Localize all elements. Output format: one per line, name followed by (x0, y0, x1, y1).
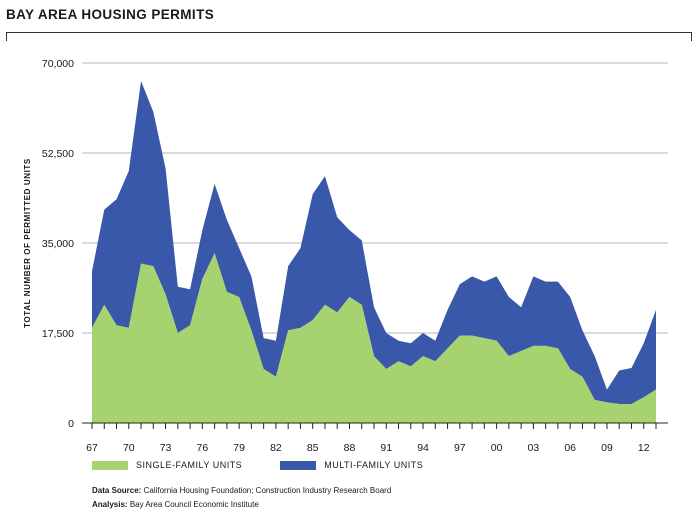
x-tick-label-7: 88 (344, 442, 356, 454)
title-rule-right-tick (691, 32, 692, 41)
x-tick-label-0: 67 (86, 442, 98, 454)
x-tick-label-4: 79 (233, 442, 245, 454)
x-tick-label-6: 85 (307, 442, 319, 454)
legend-item-single-family: SINGLE-FAMILY UNITS (92, 460, 242, 470)
x-tick-label-8: 91 (380, 442, 392, 454)
chart-title: BAY AREA HOUSING PERMITS (6, 7, 215, 22)
area-multi-family (92, 81, 656, 404)
analysis-note: Analysis: Bay Area Council Economic Inst… (92, 498, 391, 512)
legend: SINGLE-FAMILY UNITS MULTI-FAMILY UNITS (92, 460, 461, 470)
title-rule-left-tick (6, 32, 7, 41)
plot-areas (92, 81, 656, 423)
x-tick-labels: 67 70 73 76 79 82 85 88 91 94 97 00 03 06 09 12 (86, 442, 650, 454)
data-source-label: Data Source: (92, 486, 142, 495)
x-tick-label-14: 09 (601, 442, 613, 454)
legend-swatch-single-family (92, 460, 128, 470)
title-rule (6, 32, 692, 33)
x-tick-label-12: 03 (528, 442, 540, 454)
data-source-note: Data Source: California Housing Foundati… (92, 484, 391, 498)
x-tick-label-11: 00 (491, 442, 503, 454)
data-source-text: California Housing Foundation; Construct… (143, 486, 392, 495)
y-tick-label-4: 70,000 (42, 58, 74, 70)
y-axis-label: TOTAL NUMBER OF PERMITTED UNITS (23, 158, 32, 328)
legend-label-single-family: SINGLE-FAMILY UNITS (136, 460, 243, 470)
y-tick-label-1: 17,500 (42, 328, 74, 340)
legend-label-multi-family: MULTI-FAMILY UNITS (324, 460, 424, 470)
legend-item-multi-family: MULTI-FAMILY UNITS (280, 460, 423, 470)
analysis-label: Analysis: (92, 500, 128, 509)
y-tick-label-2: 35,000 (42, 238, 74, 250)
analysis-text: Bay Area Council Economic Institute (129, 500, 259, 509)
x-tick-label-15: 12 (638, 442, 650, 454)
y-tick-labels: 0 17,500 35,000 52,500 70,000 (42, 58, 74, 430)
x-tick-label-2: 73 (160, 442, 172, 454)
x-tick-label-13: 06 (564, 442, 576, 454)
x-tick-label-5: 82 (270, 442, 282, 454)
y-tick-label-0: 0 (68, 418, 74, 430)
x-tick-label-9: 94 (417, 442, 429, 454)
x-tick-label-10: 97 (454, 442, 466, 454)
x-tick-label-1: 70 (123, 442, 135, 454)
footnotes: Data Source: California Housing Foundati… (92, 484, 391, 512)
y-tick-label-3: 52,500 (42, 148, 74, 160)
legend-swatch-multi-family (280, 460, 317, 470)
area-single-family (92, 253, 656, 423)
x-tick-label-3: 76 (197, 442, 209, 454)
axes (82, 422, 668, 429)
